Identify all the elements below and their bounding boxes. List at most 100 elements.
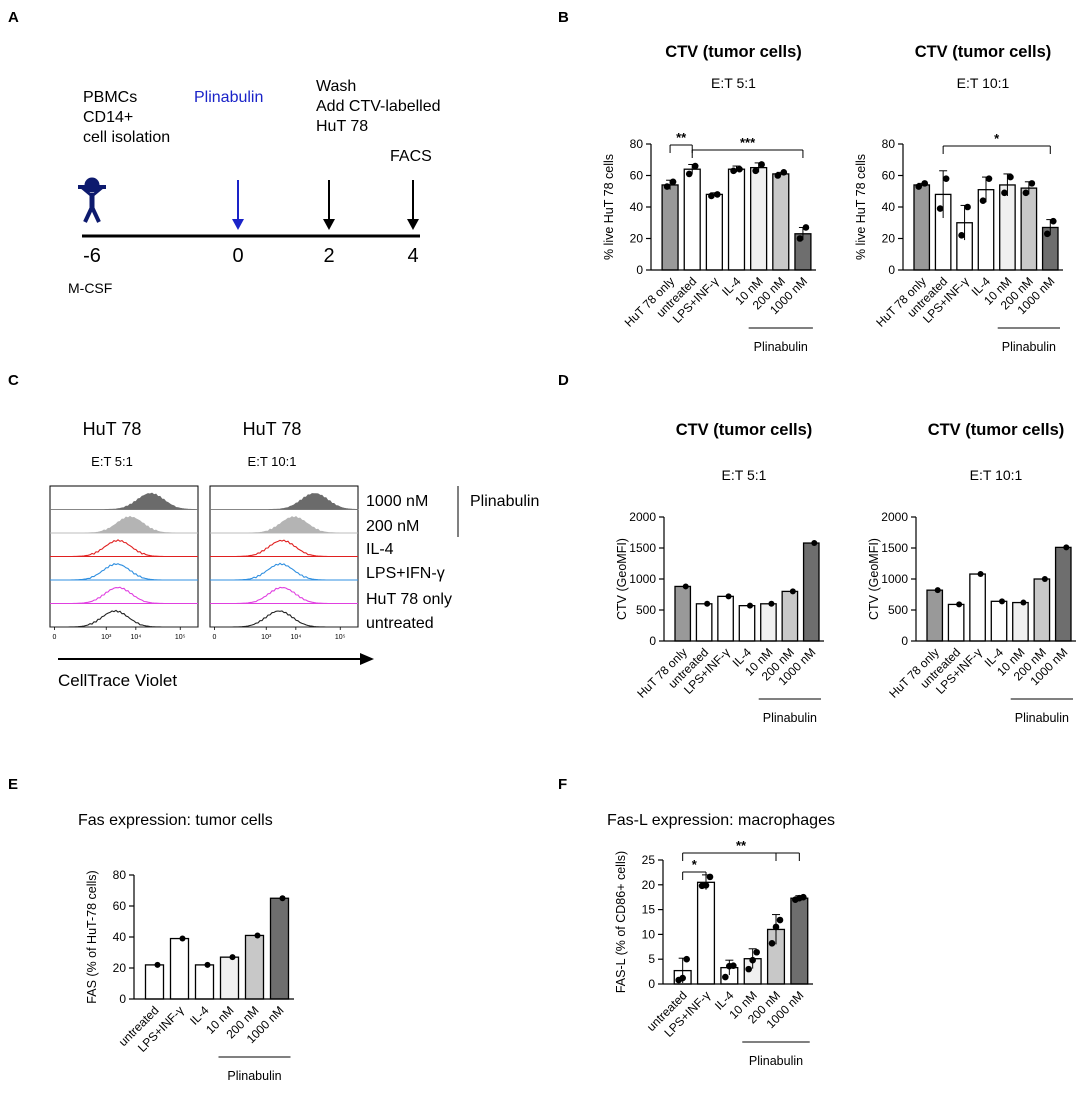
chart-subtitle: E:T 10:1	[970, 467, 1023, 483]
histogram-trace	[50, 586, 198, 605]
group-label: Plinabulin	[763, 711, 817, 725]
data-point	[730, 167, 737, 175]
data-point	[714, 191, 721, 198]
step-label-wash: HuT 78	[316, 118, 368, 135]
timepoint-label: 4	[407, 245, 418, 267]
data-point	[780, 169, 788, 176]
data-point	[749, 956, 756, 964]
group-label: Plinabulin	[227, 1069, 281, 1083]
histogram-tick-label: 0	[52, 634, 56, 641]
data-point	[768, 600, 775, 607]
y-tick-label: 60	[630, 169, 644, 183]
bar-4	[999, 184, 1016, 271]
data-point	[736, 165, 743, 173]
histogram-tick-label: 10⁴	[130, 634, 141, 641]
y-tick-label: 1000	[881, 572, 908, 586]
step-label-wash: Wash	[316, 78, 356, 95]
step-label-isolation: CD14+	[83, 109, 133, 126]
histogram-trace	[50, 609, 198, 628]
histogram-tick-label: 10³	[261, 634, 272, 641]
bar-0	[926, 589, 944, 642]
panel-a-timeline: PBMCs CD14+ cell isolation Plinabulin Wash Ad…	[68, 78, 441, 296]
bar-4	[1012, 601, 1029, 642]
day4-arrow-head	[407, 219, 419, 230]
data-point	[800, 893, 807, 901]
sig-label: **	[736, 838, 747, 853]
y-axis-label: FAS (% of HuT-78 cells)	[85, 870, 99, 1003]
y-axis-label: % live HuT 78 cells	[854, 154, 868, 260]
data-point	[679, 974, 686, 982]
data-point	[691, 162, 699, 170]
data-point	[254, 932, 261, 939]
panel-letter-c: C	[8, 372, 19, 389]
panel-letter-e: E	[8, 776, 18, 793]
data-point	[1028, 180, 1036, 187]
step-label-isolation: cell isolation	[83, 129, 170, 146]
y-tick-label: 80	[113, 868, 127, 882]
y-tick-label: 1500	[629, 541, 656, 555]
legend-item-3: LPS+IFN-γ	[366, 565, 445, 582]
cellTrace-axis-label: CellTrace Violet	[58, 671, 177, 690]
y-tick-label: 40	[882, 200, 896, 214]
legend-item-5: untreated	[366, 615, 434, 632]
y-tick-label: 0	[648, 977, 655, 991]
chart-f: Fas-L expression: macrophages 0 5 10 15 20 25 F…	[607, 812, 835, 1068]
bar-2	[705, 193, 723, 271]
data-point	[796, 235, 804, 242]
histogram-tick-label: 10⁵	[335, 634, 346, 641]
histogram-trace	[210, 493, 359, 510]
step-label-wash: Add CTV-labelled	[316, 98, 441, 115]
panel-letter-a: A	[8, 9, 19, 26]
chart-b1: CTV (tumor cells) E:T 5:1 0 20 40 60 80 % live …	[602, 43, 816, 354]
bar-3	[727, 168, 746, 271]
group-label: Plinabulin	[1002, 340, 1056, 354]
bar-0	[674, 585, 692, 642]
panel-letter-d: D	[558, 372, 569, 389]
bar-1	[696, 881, 716, 985]
y-tick-label: 20	[642, 878, 656, 892]
step-label-facs: FACS	[390, 148, 432, 165]
chart-subtitle: E:T 5:1	[711, 75, 756, 91]
bar-1	[169, 937, 190, 1000]
bar-4	[750, 166, 768, 271]
y-tick-label: 40	[630, 200, 644, 214]
data-point	[722, 973, 729, 981]
bar-2	[969, 573, 986, 642]
legend-item-4: HuT 78 only	[366, 591, 452, 608]
person-icon-arm-r	[91, 184, 105, 198]
histogram-title: HuT 78	[243, 419, 302, 439]
data-point	[1043, 230, 1051, 238]
chart-b2: CTV (tumor cells) E:T 10:1 0 20 40 60 80 % live…	[854, 43, 1063, 354]
bar-3	[738, 605, 756, 642]
y-axis-label: FAS-L (% of CD86+ cells)	[614, 851, 628, 993]
timepoint-label: 2	[323, 245, 334, 267]
sig-label: **	[676, 130, 687, 145]
histogram-ratio: E:T 10:1	[248, 454, 297, 469]
bar-6	[802, 542, 820, 642]
bar-5	[781, 590, 799, 642]
data-point	[685, 170, 693, 178]
histogram-trace	[50, 563, 198, 581]
y-tick-label: 500	[636, 603, 656, 617]
data-point	[730, 962, 737, 969]
y-tick-label: 0	[888, 263, 895, 277]
y-axis-label: % live HuT 78 cells	[602, 154, 616, 260]
bar-4	[760, 603, 777, 642]
bar-0	[913, 184, 931, 271]
data-point	[702, 881, 710, 889]
data-point	[768, 940, 776, 947]
histogram-tick-label: 10⁴	[290, 634, 301, 641]
y-tick-label: 2000	[629, 510, 656, 524]
person-icon-leg-l	[83, 206, 94, 223]
data-point	[279, 895, 286, 902]
bar-1	[947, 603, 965, 642]
histogram-ratio: E:T 5:1	[91, 454, 133, 469]
y-tick-label: 1500	[881, 541, 908, 555]
bar-5	[269, 897, 290, 1000]
data-point	[758, 161, 765, 168]
data-point	[921, 180, 929, 187]
data-point	[1001, 189, 1008, 197]
y-tick-label: 2000	[881, 510, 908, 524]
cellTrace-axis-arrowhead	[360, 653, 374, 665]
